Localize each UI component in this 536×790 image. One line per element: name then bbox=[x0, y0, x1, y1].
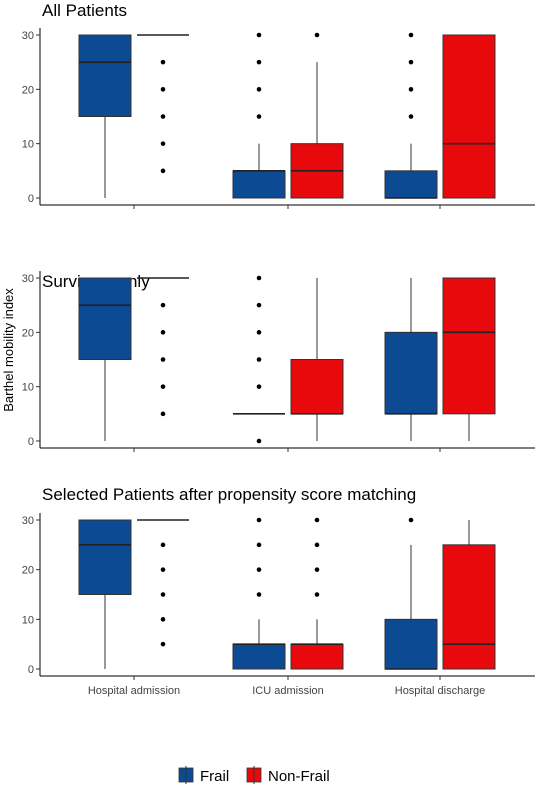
outlier-point bbox=[408, 32, 414, 38]
outlier-point bbox=[160, 357, 166, 362]
outlier-point bbox=[408, 517, 414, 523]
outlier-point bbox=[256, 517, 262, 523]
outlier-point bbox=[256, 275, 262, 281]
outlier-point bbox=[160, 617, 166, 622]
y-tick-label: 30 bbox=[22, 30, 34, 42]
outlier-point bbox=[314, 517, 320, 523]
outlier-point bbox=[314, 542, 320, 548]
box-iqr bbox=[384, 618, 438, 670]
y-tick-label: 0 bbox=[28, 436, 34, 448]
box-iqr bbox=[290, 643, 344, 670]
box-iqr bbox=[78, 34, 132, 117]
outlier-point bbox=[256, 438, 262, 444]
y-tick-label: 10 bbox=[22, 382, 34, 394]
box-iqr bbox=[384, 170, 438, 199]
x-tick-label: ICU admission bbox=[252, 685, 324, 697]
box-iqr bbox=[442, 277, 496, 415]
x-tick-label: Hospital discharge bbox=[395, 685, 486, 697]
box-iqr bbox=[78, 519, 132, 595]
y-tick-label: 20 bbox=[22, 84, 34, 96]
legend-label: Frail bbox=[200, 768, 229, 785]
outlier-point bbox=[314, 592, 320, 597]
outlier-point bbox=[160, 411, 166, 417]
outlier-point bbox=[256, 384, 262, 389]
outlier-point bbox=[160, 641, 166, 647]
outlier-point bbox=[160, 302, 166, 308]
outlier-point bbox=[160, 592, 166, 597]
outlier-point bbox=[408, 59, 414, 65]
outlier-point bbox=[256, 592, 262, 597]
box-iqr bbox=[232, 170, 286, 199]
outlier-point bbox=[256, 302, 262, 308]
outlier-point bbox=[160, 330, 166, 335]
y-tick-label: 20 bbox=[22, 327, 34, 339]
outlier-point bbox=[160, 114, 166, 119]
outlier-point bbox=[160, 567, 166, 572]
panel-title: Selected Patients after propensity score… bbox=[42, 485, 416, 504]
outlier-point bbox=[314, 32, 320, 38]
outlier-point bbox=[256, 114, 262, 119]
x-tick-label: Hospital admission bbox=[88, 685, 180, 697]
panel-title: All Patients bbox=[42, 1, 127, 20]
box-iqr bbox=[442, 34, 496, 199]
box-iqr bbox=[232, 643, 286, 670]
box-iqr bbox=[290, 359, 344, 415]
y-tick-label: 10 bbox=[22, 614, 34, 626]
outlier-point bbox=[160, 384, 166, 389]
box-iqr bbox=[384, 331, 438, 415]
y-tick-label: 20 bbox=[22, 565, 34, 577]
outlier-point bbox=[408, 114, 414, 119]
y-tick-label: 30 bbox=[22, 515, 34, 527]
box-iqr bbox=[78, 277, 132, 360]
y-tick-label: 0 bbox=[28, 664, 34, 676]
outlier-point bbox=[256, 87, 262, 92]
outlier-point bbox=[160, 168, 166, 174]
outlier-point bbox=[256, 59, 262, 65]
box-iqr bbox=[442, 544, 496, 670]
legend-label: Non-Frail bbox=[268, 768, 330, 785]
outlier-point bbox=[256, 32, 262, 38]
outlier-point bbox=[160, 141, 166, 146]
y-tick-label: 0 bbox=[28, 193, 34, 205]
y-axis-title: Barthel mobility index bbox=[1, 288, 16, 412]
outlier-point bbox=[314, 567, 320, 572]
outlier-point bbox=[160, 542, 166, 548]
outlier-point bbox=[256, 542, 262, 548]
outlier-point bbox=[256, 567, 262, 572]
outlier-point bbox=[160, 87, 166, 92]
outlier-point bbox=[256, 330, 262, 335]
outlier-point bbox=[256, 357, 262, 362]
y-tick-label: 10 bbox=[22, 139, 34, 151]
y-tick-label: 30 bbox=[22, 273, 34, 285]
outlier-point bbox=[408, 87, 414, 92]
outlier-point bbox=[160, 59, 166, 65]
